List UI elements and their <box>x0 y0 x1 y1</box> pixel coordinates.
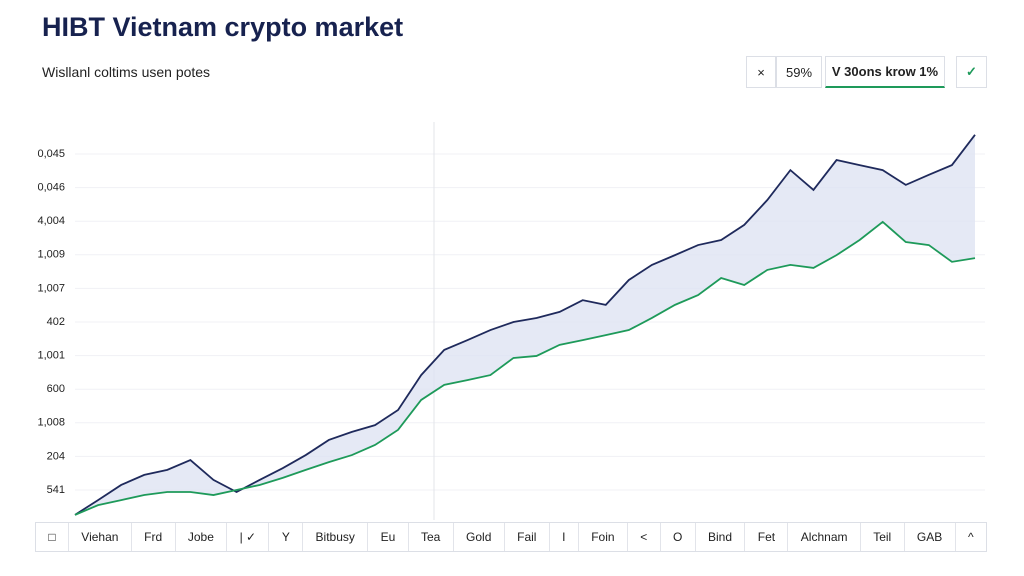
tab[interactable]: □ <box>36 523 69 551</box>
y-tick-label: 0,045 <box>37 148 65 160</box>
tab[interactable]: Bind <box>696 523 746 551</box>
y-tick-label: 1,007 <box>37 282 65 294</box>
tab[interactable]: | ✓ <box>227 523 270 551</box>
tab[interactable]: < <box>628 523 661 551</box>
confirm-button[interactable]: ✓ <box>956 56 987 88</box>
y-tick-label: 4,004 <box>37 215 65 227</box>
close-button[interactable]: × <box>746 56 776 88</box>
tab[interactable]: Fet <box>745 523 789 551</box>
tab[interactable]: Y <box>269 523 304 551</box>
dropdown[interactable]: V 30ons krow 1% <box>825 56 945 88</box>
tab[interactable]: Viehan <box>69 523 132 551</box>
y-tick-label: 1,008 <box>37 417 65 429</box>
line-series <box>74 220 976 516</box>
y-tick-label: 600 <box>47 383 65 395</box>
y-tick-label: 0,046 <box>37 182 65 194</box>
y-tick-label: 1,001 <box>37 350 65 362</box>
tab[interactable]: ^ <box>967 530 974 544</box>
tab[interactable]: Frd <box>132 523 176 551</box>
tab-bar: □ Viehan Frd Jobe | ✓ Y Bitbusy Eu Tea Gold Fail I F… <box>35 522 987 552</box>
tab[interactable]: Bitbusy <box>303 523 369 551</box>
title: HIBT Vietnam crypto market <box>42 12 404 42</box>
subtitle: Wisllanl coltims usen potes <box>42 64 211 80</box>
tab[interactable]: O <box>661 523 696 551</box>
y-tick-label: 402 <box>47 316 65 328</box>
tab[interactable]: Gold <box>454 523 505 551</box>
tab[interactable]: GAB <box>905 523 956 551</box>
line-series <box>74 134 976 516</box>
y-tick-label: 541 <box>47 484 65 496</box>
tab[interactable]: Eu <box>368 523 409 551</box>
y-tick-label: 204 <box>47 450 65 462</box>
tab[interactable]: Fail <box>505 523 550 551</box>
y-tick-label: 1,009 <box>37 249 65 261</box>
tab[interactable]: I <box>550 523 579 551</box>
percent-button[interactable]: 59% <box>776 56 822 88</box>
tab[interactable]: Tea <box>409 523 454 551</box>
tab[interactable]: Alchnam <box>788 523 861 551</box>
tab[interactable]: Foin <box>579 523 628 551</box>
tab[interactable]: Jobe <box>176 523 228 551</box>
band-area <box>75 134 975 515</box>
tab[interactable]: Teil <box>861 523 905 551</box>
